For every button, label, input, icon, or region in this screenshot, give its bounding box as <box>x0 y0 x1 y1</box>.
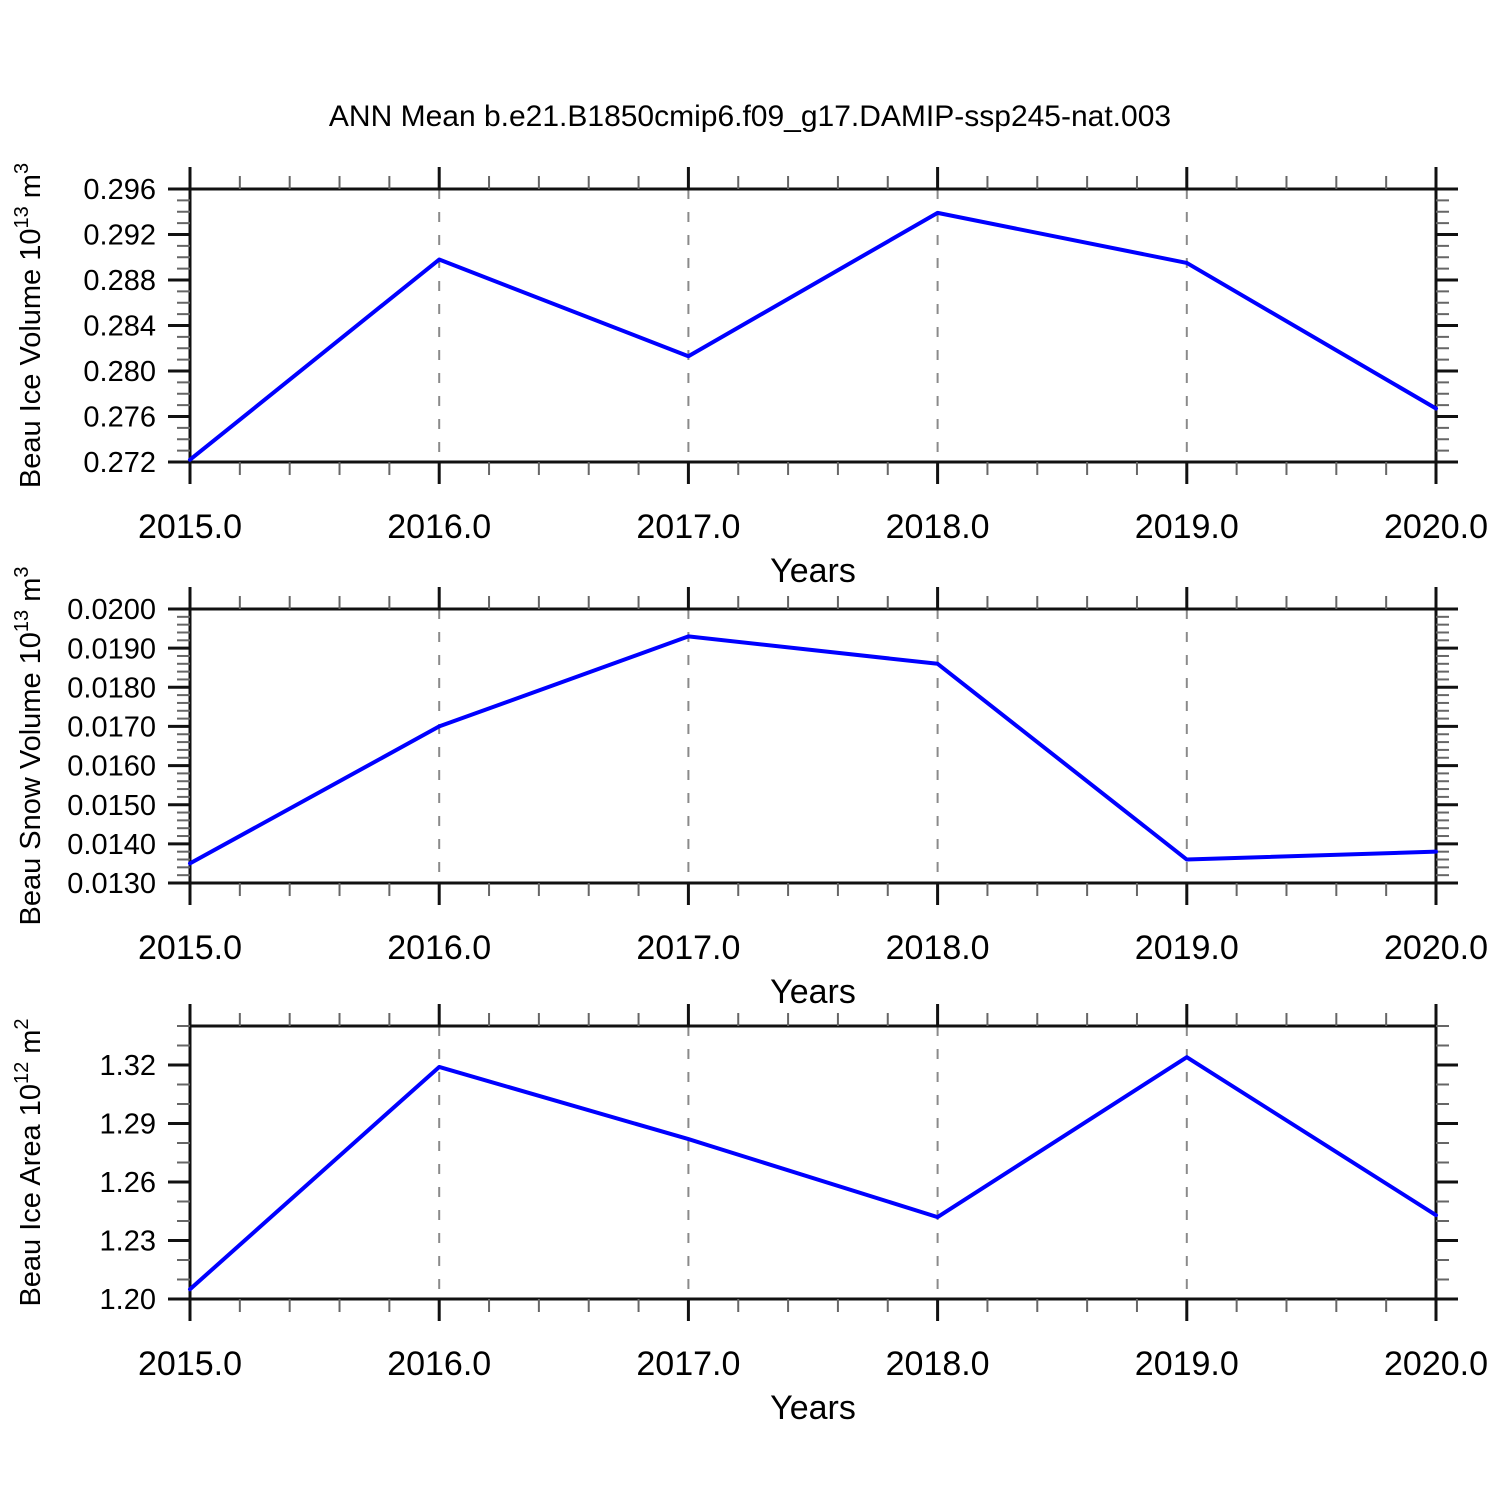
y-tick-label: 0.288 <box>83 265 156 297</box>
x-tick-label: 2016.0 <box>387 929 491 967</box>
y-tick-label: 1.20 <box>100 1284 156 1316</box>
y-axis-title: Beau Ice Volume 1013 m3 <box>11 163 47 488</box>
y-tick-label: 0.284 <box>83 311 156 343</box>
x-tick-label: 2016.0 <box>387 508 491 546</box>
y-tick-label: 0.272 <box>83 447 156 479</box>
x-tick-label: 2019.0 <box>1135 1345 1239 1383</box>
x-tick-label: 2016.0 <box>387 1345 491 1383</box>
beau-ice-volume-line <box>188 210 1438 462</box>
plot-frame <box>188 607 1438 885</box>
y-tick-label: 0.0190 <box>67 633 156 665</box>
x-tick-label: 2015.0 <box>138 1345 242 1383</box>
y-tick-label: 0.0150 <box>67 790 156 822</box>
x-tick-label: 2017.0 <box>636 1345 740 1383</box>
y-tick-label: 0.0140 <box>67 829 156 861</box>
y-tick-label: 1.29 <box>100 1109 156 1141</box>
beau-ice-area-line <box>188 1055 1438 1292</box>
x-tick-label: 2015.0 <box>138 508 242 546</box>
y-tick-label: 1.32 <box>100 1050 156 1082</box>
plot-frame <box>188 1024 1438 1301</box>
x-tick-label: 2020.0 <box>1384 1345 1488 1383</box>
y-tick-label: 0.276 <box>83 402 156 434</box>
x-tick-label: 2015.0 <box>138 929 242 967</box>
y-tick-label: 1.26 <box>100 1167 156 1199</box>
x-tick-label: 2018.0 <box>886 929 990 967</box>
beau-snow-volume-line <box>188 634 1438 866</box>
y-tick-label: 0.0180 <box>67 672 156 704</box>
y-tick-label: 0.0170 <box>67 712 156 744</box>
x-axis-title: Years <box>770 552 856 590</box>
x-axis-title: Years <box>770 1389 856 1427</box>
x-tick-label: 2017.0 <box>636 508 740 546</box>
x-tick-label: 2018.0 <box>886 508 990 546</box>
y-axis-title: Beau Ice Area 1012 m2 <box>11 1018 47 1306</box>
figure-title: ANN Mean b.e21.B1850cmip6.f09_g17.DAMIP-… <box>328 100 1172 133</box>
x-tick-label: 2017.0 <box>636 929 740 967</box>
beau-ice-volume-chart: 0.272 0.276 0.280 0.284 0.288 0.292 0.296 2015.… <box>11 163 1488 590</box>
beau-ice-area-chart: 1.20 1.23 1.26 1.29 1.32 2015.0 2016.0 2017.0 20… <box>11 1004 1488 1427</box>
x-tick-label: 2020.0 <box>1384 508 1488 546</box>
y-tick-label: 0.296 <box>83 174 156 206</box>
beau-snow-volume-chart: 0.0130 0.0140 0.0150 0.0160 0.0170 0.0180 0.01… <box>11 566 1488 1011</box>
y-tick-label: 0.0200 <box>67 594 156 626</box>
y-tick-label: 0.292 <box>83 220 156 252</box>
plot-frame <box>188 187 1438 464</box>
y-tick-label: 0.280 <box>83 356 156 388</box>
x-tick-label: 2020.0 <box>1384 929 1488 967</box>
x-axis-title: Years <box>770 973 856 1011</box>
y-tick-label: 0.0160 <box>67 751 156 783</box>
x-tick-label: 2019.0 <box>1135 508 1239 546</box>
y-axis-title: Beau Snow Volume 1013 m3 <box>11 566 47 925</box>
y-tick-label: 0.0130 <box>67 868 156 900</box>
y-tick-label: 1.23 <box>100 1226 156 1258</box>
x-tick-label: 2018.0 <box>886 1345 990 1383</box>
x-tick-label: 2019.0 <box>1135 929 1239 967</box>
